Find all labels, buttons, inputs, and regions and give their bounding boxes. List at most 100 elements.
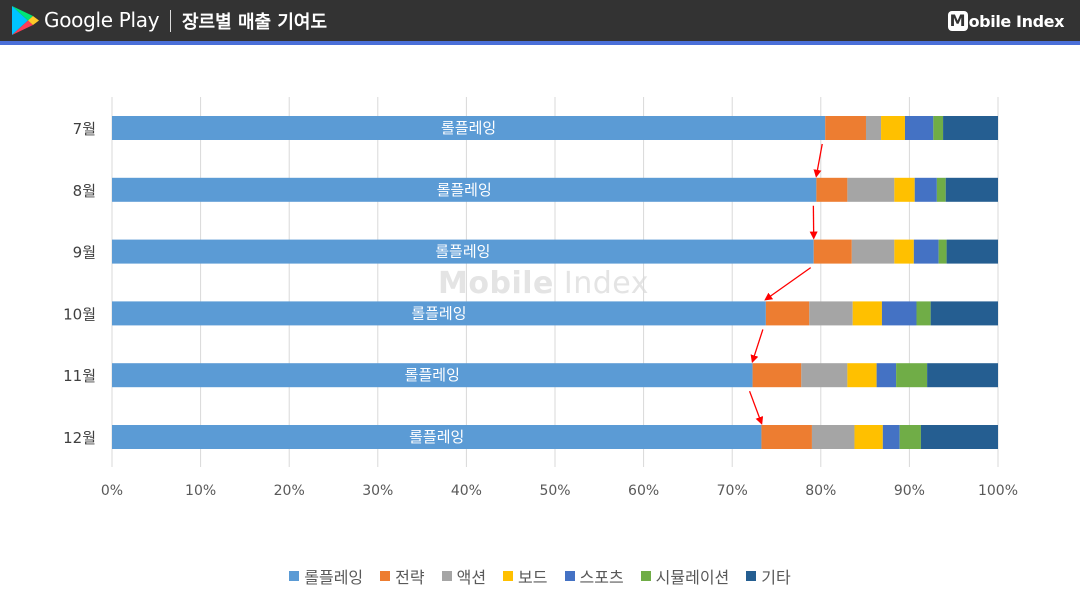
google-play-icon (12, 6, 39, 35)
bar-segment (801, 363, 848, 388)
mobile-index-logo-mark: M (947, 11, 968, 31)
bar-segment (943, 116, 998, 140)
bar-segment (112, 301, 766, 326)
x-tick-label: 50% (539, 483, 570, 499)
labels: 0% 10% 20% 30% 40% 50% 60% 70% 80% 90% 100%롤플레잉7월롤… (63, 119, 1018, 499)
bar-segment (813, 239, 852, 264)
legend-item: 스포츠 (564, 564, 624, 588)
brand-name: Google Play (44, 8, 160, 32)
x-tick-label: 60% (628, 483, 659, 499)
x-tick-label: 80% (805, 483, 836, 499)
bar-segment (112, 239, 814, 264)
y-category-label: 10월 (63, 305, 96, 323)
legend-label: 롤플레잉 (304, 568, 364, 587)
legend-swatch (564, 571, 575, 581)
legend-swatch (289, 571, 300, 581)
legend-label: 액션 (456, 568, 487, 587)
bar-segment (930, 301, 998, 326)
mobile-index-logo-text: obile Index (968, 11, 1065, 31)
trend-arrow (750, 329, 764, 364)
bar-segment (847, 177, 895, 202)
y-category-label: 9월 (73, 244, 96, 262)
mobile-index-logo: M obile Index (947, 10, 1065, 32)
trend-arrow (748, 390, 764, 425)
y-category-label: 7월 (73, 120, 96, 138)
bar-segment (825, 116, 866, 140)
bar-segment (811, 425, 855, 449)
bar-segment (876, 363, 897, 388)
bar-segment (894, 177, 915, 202)
watermark: Mobile Index (438, 266, 649, 301)
header-accent-line (0, 41, 1080, 45)
x-tick-label: 20% (274, 483, 305, 499)
y-category-label: 12월 (63, 429, 96, 447)
bar-segment (847, 363, 877, 388)
bars (112, 116, 998, 449)
x-tick-label: 30% (362, 483, 393, 499)
bar-segment (816, 177, 848, 202)
bar-segment (112, 116, 826, 140)
watermark-light: Index (563, 266, 649, 301)
bar-segment (916, 301, 931, 326)
legend-swatch (380, 571, 391, 581)
bar-segment (112, 363, 753, 388)
bar-segment (920, 425, 998, 449)
x-tick-label: 100% (978, 483, 1018, 499)
bar-segment (899, 425, 921, 449)
legend-swatch (640, 571, 651, 581)
bar-segment (112, 425, 762, 449)
header-bar: Google Play 장르별 매출 기여도 M obile Index (0, 0, 1080, 41)
legend-swatch (746, 571, 757, 581)
y-category-label: 8월 (73, 182, 96, 200)
legend-item: 보드 (503, 564, 548, 588)
legend-label: 기타 (761, 568, 791, 587)
bar-segment (112, 177, 817, 202)
bar-segment-label: 롤플레잉 (435, 243, 490, 261)
bar-segment-label: 롤플레잉 (411, 304, 466, 322)
legend-item: 시뮬레이션 (640, 564, 730, 588)
grid-lines (111, 97, 999, 467)
bar-segment (851, 239, 895, 264)
bar-segment (913, 239, 939, 264)
legend-label: 스포츠 (579, 568, 624, 587)
y-category-label: 11월 (63, 367, 96, 385)
bar-segment (852, 301, 882, 326)
bar-segment (865, 116, 882, 140)
bar-segment (752, 363, 802, 388)
bar-segment (938, 239, 947, 264)
trend-arrows (748, 143, 823, 425)
legend-swatch (503, 571, 514, 581)
x-tick-label: 70% (717, 483, 748, 499)
bar-segment (927, 363, 998, 388)
legend-label: 보드 (518, 568, 548, 587)
chart-legend: 롤플레잉 전략 액션 보드 스포츠 시뮬레이션 기타 (0, 564, 1080, 588)
legend-item: 기타 (746, 564, 791, 588)
bar-segment-label: 롤플레잉 (441, 119, 496, 137)
bar-segment-label: 롤플레잉 (409, 428, 464, 446)
bar-segment (894, 239, 914, 264)
bar-segment (914, 177, 937, 202)
trend-arrow (764, 267, 812, 301)
watermark-bold: Mobile (438, 266, 554, 301)
bar-segment (881, 116, 905, 140)
x-tick-label: 90% (894, 483, 925, 499)
x-tick-label: 0% (101, 483, 123, 499)
bar-segment (904, 116, 934, 140)
legend-item: 전략 (380, 564, 425, 588)
bar-segment (945, 177, 998, 202)
bar-segment (946, 239, 998, 264)
legend-item: 롤플레잉 (289, 564, 363, 588)
bar-segment (765, 301, 810, 326)
page-title: 장르별 매출 기여도 (182, 12, 328, 33)
trend-arrow (813, 143, 823, 178)
legend-swatch (441, 571, 452, 581)
header-divider (170, 10, 171, 32)
legend-label: 전략 (395, 568, 425, 587)
bar-segment (882, 425, 900, 449)
bar-segment (761, 425, 812, 449)
bar-segment-label: 롤플레잉 (437, 181, 492, 199)
x-tick-label: 40% (451, 483, 482, 499)
legend-label: 시뮬레이션 (655, 568, 730, 587)
x-tick-label: 10% (185, 483, 216, 499)
